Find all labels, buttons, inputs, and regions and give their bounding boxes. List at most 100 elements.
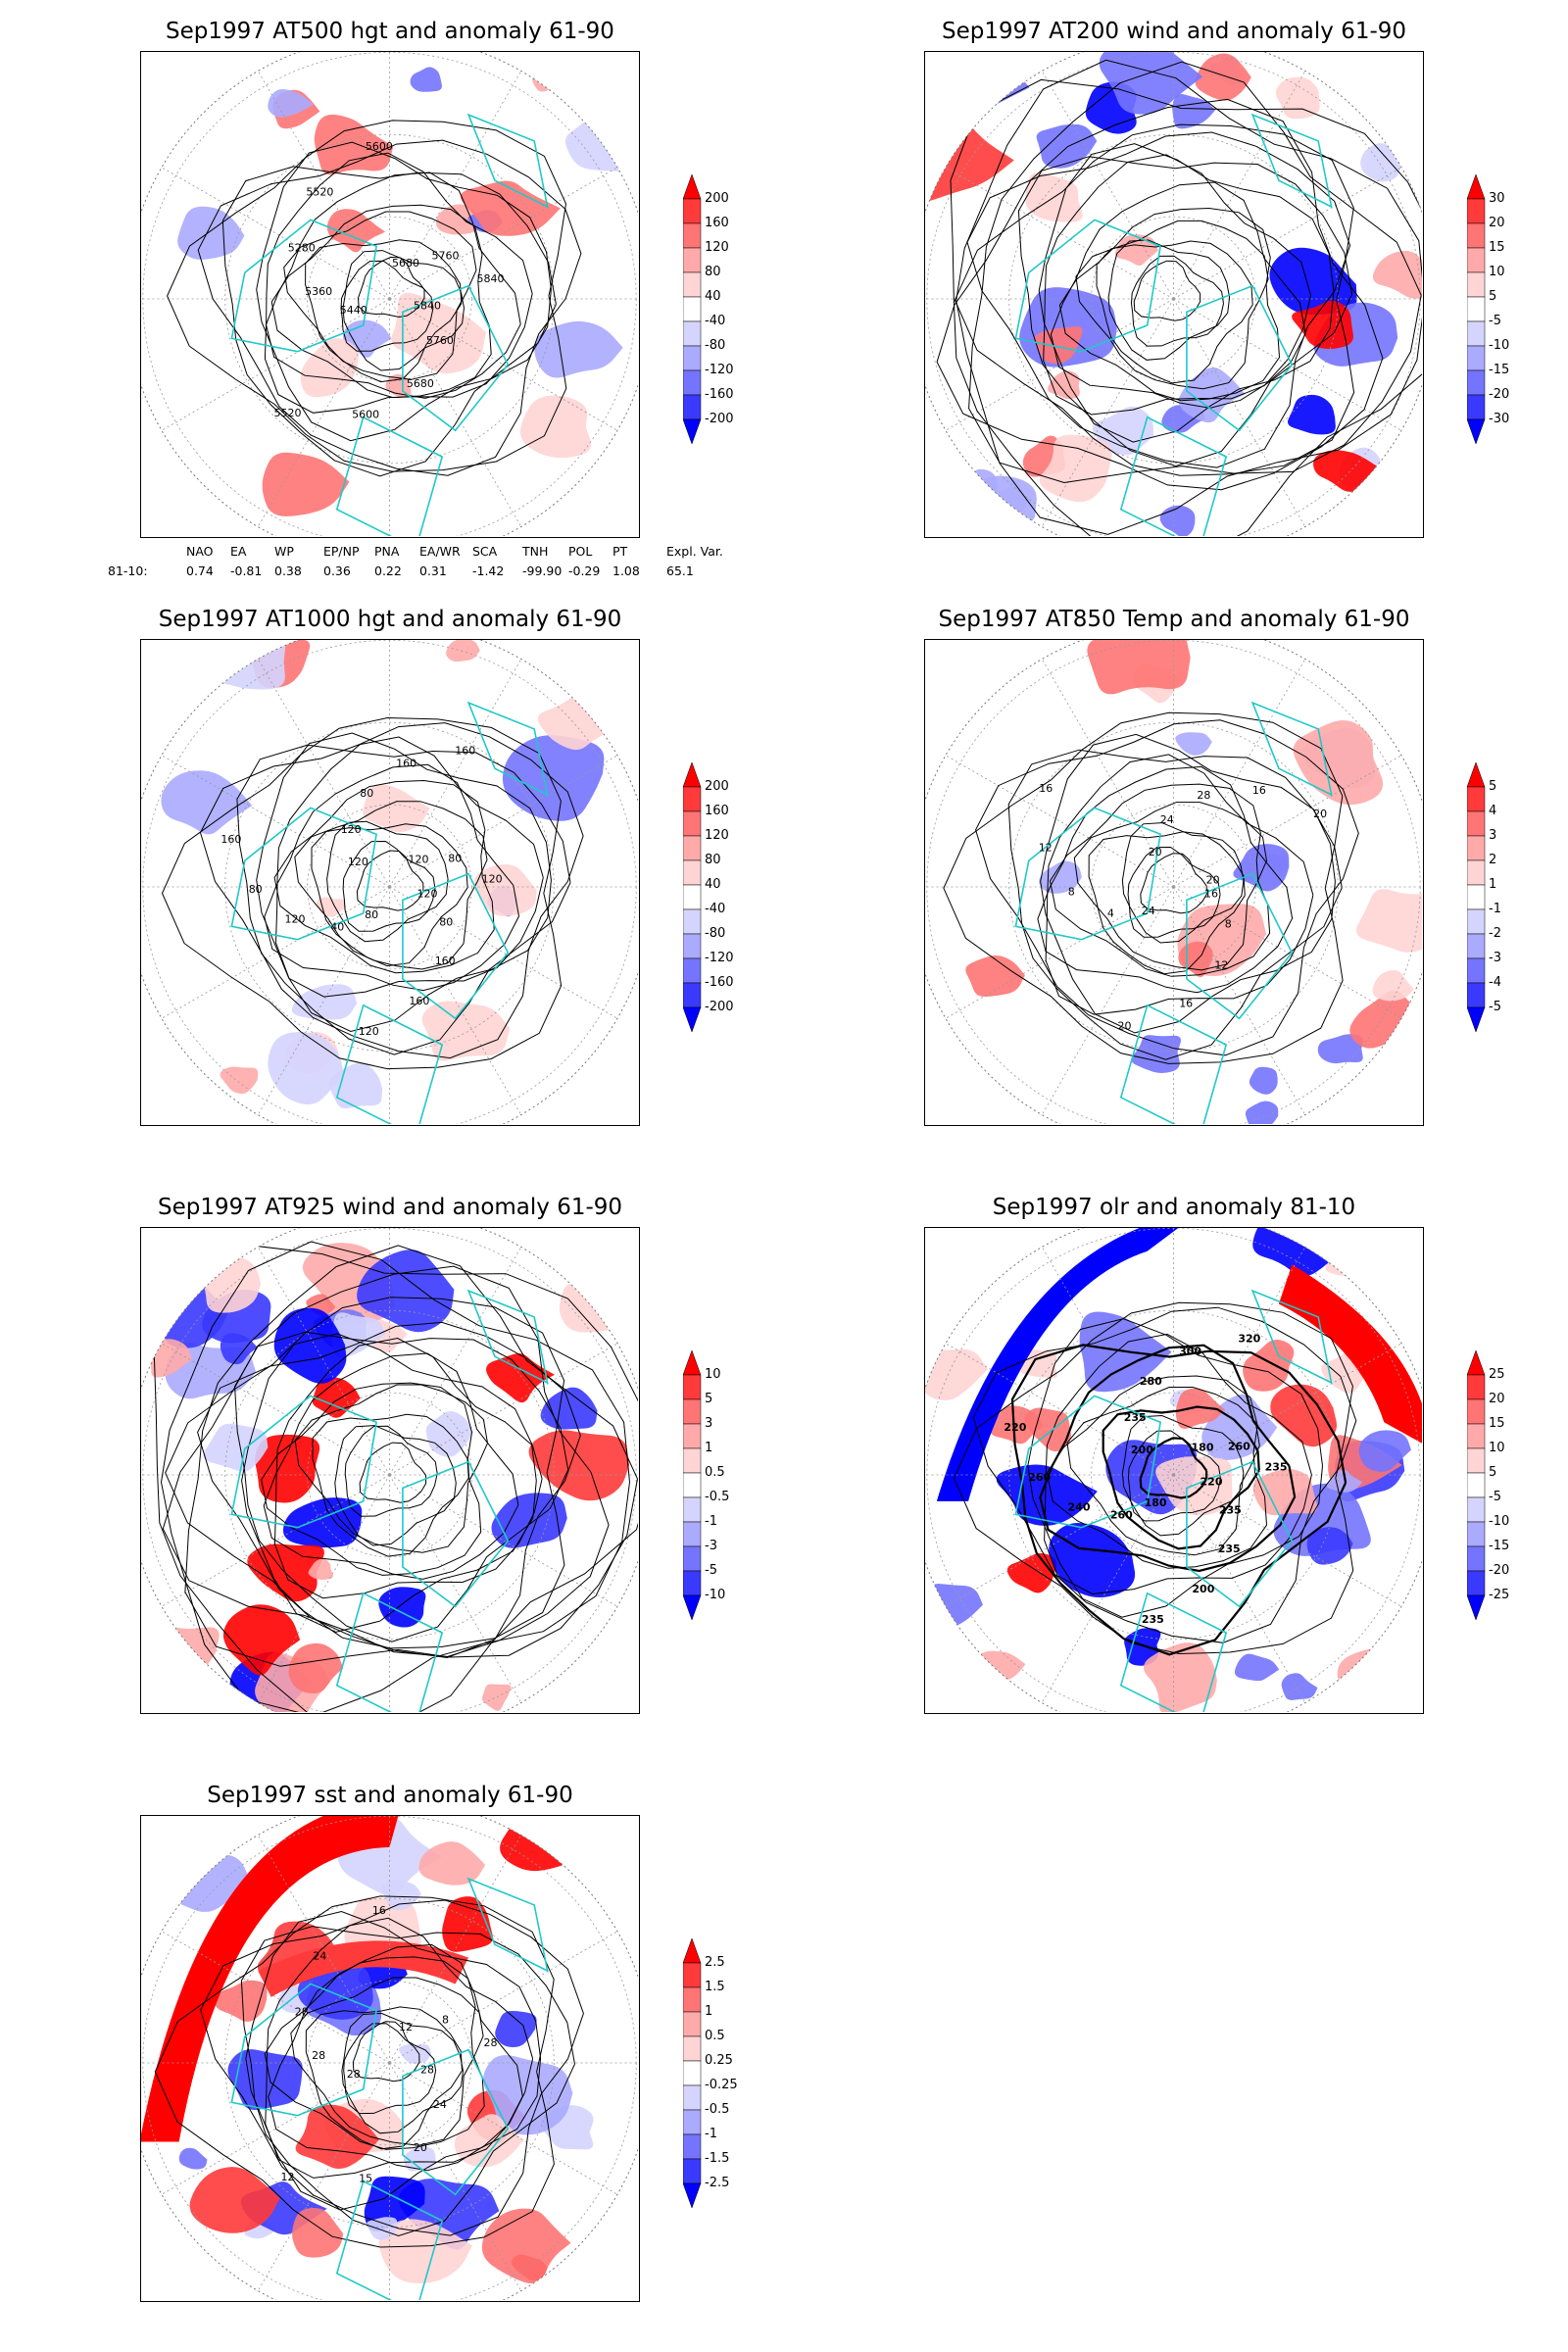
anomaly-shading bbox=[1039, 860, 1082, 894]
index-header-cell: PNA bbox=[374, 544, 400, 559]
colorbar-segment bbox=[682, 1986, 702, 2013]
panel-title-sst: Sep1997 sst and anomaly 61-90 bbox=[207, 1783, 573, 1808]
colorbar-label: -0.5 bbox=[705, 1490, 730, 1504]
contour-line bbox=[265, 1917, 534, 2179]
coastline bbox=[335, 416, 444, 536]
colorbar-olr: 25 20 15 10 5 -5 -10 -15 -20 -25 bbox=[1466, 1349, 1545, 1640]
anomaly-shading bbox=[1269, 247, 1357, 316]
colorbar-label: 40 bbox=[705, 877, 721, 892]
contour-line bbox=[197, 139, 582, 476]
colorbar-segment bbox=[682, 1447, 702, 1474]
coastline bbox=[1014, 807, 1161, 941]
colorbar-arrow-bottom bbox=[1466, 1006, 1486, 1033]
contour-label: 80 bbox=[249, 883, 263, 896]
anomaly-shading bbox=[1159, 505, 1196, 536]
contour-label: 28 bbox=[295, 2005, 309, 2018]
contour-label: 8 bbox=[442, 2014, 449, 2027]
colorbar-arrow-bottom bbox=[682, 2182, 702, 2209]
index-header-cell: Expl. Var. bbox=[666, 544, 723, 559]
anomaly-shading bbox=[1360, 142, 1401, 182]
sst-warm-pacific bbox=[258, 1940, 469, 1997]
contour-line bbox=[953, 1301, 1354, 1655]
streamline bbox=[1107, 239, 1231, 361]
anomaly-shading bbox=[1372, 250, 1422, 299]
colorbar-segment bbox=[682, 1570, 702, 1596]
index-header-cell: POL bbox=[568, 544, 593, 559]
contour-line bbox=[167, 120, 567, 472]
colorbar-label: -160 bbox=[705, 975, 734, 990]
colorbar-at850: 5 4 3 2 1 -1 -2 -3 -4 -5 bbox=[1466, 761, 1545, 1052]
anomaly-shading bbox=[1358, 1430, 1411, 1472]
coastline bbox=[230, 219, 377, 353]
contour-line bbox=[357, 256, 425, 318]
colorbar-segment bbox=[682, 810, 702, 837]
colorbar-segment bbox=[682, 1962, 702, 1988]
contour-label: 5520 bbox=[306, 186, 333, 199]
colorbar-segment bbox=[682, 786, 702, 812]
colorbar-segment bbox=[1466, 247, 1486, 273]
colorbar-label: 5 bbox=[1489, 289, 1497, 304]
contour-label: 320 bbox=[1238, 1333, 1260, 1346]
anomaly-shading bbox=[295, 2104, 379, 2169]
streamline bbox=[1050, 181, 1306, 409]
anomaly-shading bbox=[201, 640, 286, 690]
coastline bbox=[466, 701, 549, 797]
colorbar-label: -1 bbox=[705, 2127, 717, 2141]
contour-label: 5680 bbox=[392, 257, 419, 270]
anomaly-shading bbox=[1245, 1101, 1279, 1124]
panel-title-at1000: Sep1997 AT1000 hgt and anomaly 61-90 bbox=[158, 607, 622, 632]
map-panel-at1000: 120 80 160 160 120 80 40 120 80 160 120 120 80 160 160… bbox=[140, 639, 640, 1126]
teleconnection-index-table: NAO EA WP EP/NP PNA EA/WR SCA TNH POL PT Expl. Var… bbox=[108, 544, 735, 583]
colorbar-segment bbox=[682, 1496, 702, 1523]
contour-label: 28 bbox=[347, 2068, 361, 2081]
coastline bbox=[402, 2048, 510, 2196]
anomaly-shading bbox=[500, 1816, 594, 1872]
contour-label: 24 bbox=[1160, 813, 1174, 826]
contour-label: 300 bbox=[1179, 1346, 1201, 1358]
panel-title-at500: Sep1997 AT500 hgt and anomaly 61-90 bbox=[166, 19, 614, 44]
contour-label: 5280 bbox=[288, 241, 316, 254]
colorbar-segment bbox=[682, 2084, 702, 2111]
anomaly-shading bbox=[460, 180, 561, 236]
anomaly-shading bbox=[300, 338, 360, 398]
anomaly-shading bbox=[483, 2054, 573, 2135]
colorbar-label: 1.5 bbox=[705, 1980, 725, 1994]
anomaly-shading bbox=[1317, 1034, 1363, 1064]
contour-label: 24 bbox=[1142, 905, 1155, 917]
contour-label: 16 bbox=[1179, 998, 1193, 1010]
anomaly-shading bbox=[227, 2049, 303, 2110]
colorbar-segment bbox=[1466, 1398, 1486, 1425]
colorbar-at925: 10 5 3 1 0.5 -0.5 -1 -3 -5 -10 bbox=[682, 1349, 761, 1640]
polar-map-at1000: 120 80 160 160 120 80 40 120 80 160 120 120 80 160 160… bbox=[141, 640, 638, 1124]
colorbar-arrow-top bbox=[1466, 761, 1486, 788]
colorbar-label: -20 bbox=[1489, 1563, 1510, 1578]
colorbar-arrow-top bbox=[682, 1937, 702, 1964]
colorbar-segment bbox=[1466, 394, 1486, 420]
contour-line bbox=[1073, 802, 1268, 971]
latitude-circle bbox=[224, 1897, 555, 2229]
colorbar-label: -5 bbox=[705, 1563, 717, 1578]
anomaly-shading bbox=[1175, 732, 1212, 756]
anomaly-shading bbox=[1124, 1628, 1161, 1666]
colorbar-segment bbox=[1466, 1423, 1486, 1449]
colorbar-label: 2.5 bbox=[705, 1955, 725, 1970]
colorbar-segment bbox=[1466, 957, 1486, 984]
contour-label: 24 bbox=[433, 2098, 447, 2111]
map-panel-at500: 5840 5760 5680 5600 5520 5440 5360 5280 5520 5600… bbox=[140, 51, 640, 538]
anomaly-shading bbox=[1349, 990, 1422, 1049]
colorbar-label: -1 bbox=[705, 1514, 717, 1529]
anomaly-shading bbox=[502, 735, 605, 821]
anomaly-shading bbox=[326, 209, 386, 253]
contour-line bbox=[1044, 1333, 1312, 1595]
coastline bbox=[1250, 113, 1333, 209]
anomaly-shading bbox=[969, 468, 998, 495]
anomaly-shading bbox=[363, 784, 430, 833]
contour-label: 280 bbox=[1140, 1375, 1162, 1388]
contour-label: 5600 bbox=[352, 408, 379, 420]
latitude-circle bbox=[224, 133, 555, 465]
colorbar-label: -20 bbox=[1489, 387, 1510, 402]
colorbar-segment bbox=[682, 2060, 702, 2086]
anomaly-shading bbox=[925, 115, 1014, 202]
colorbar-label: -40 bbox=[705, 314, 726, 328]
anomaly-shading bbox=[292, 2207, 344, 2258]
